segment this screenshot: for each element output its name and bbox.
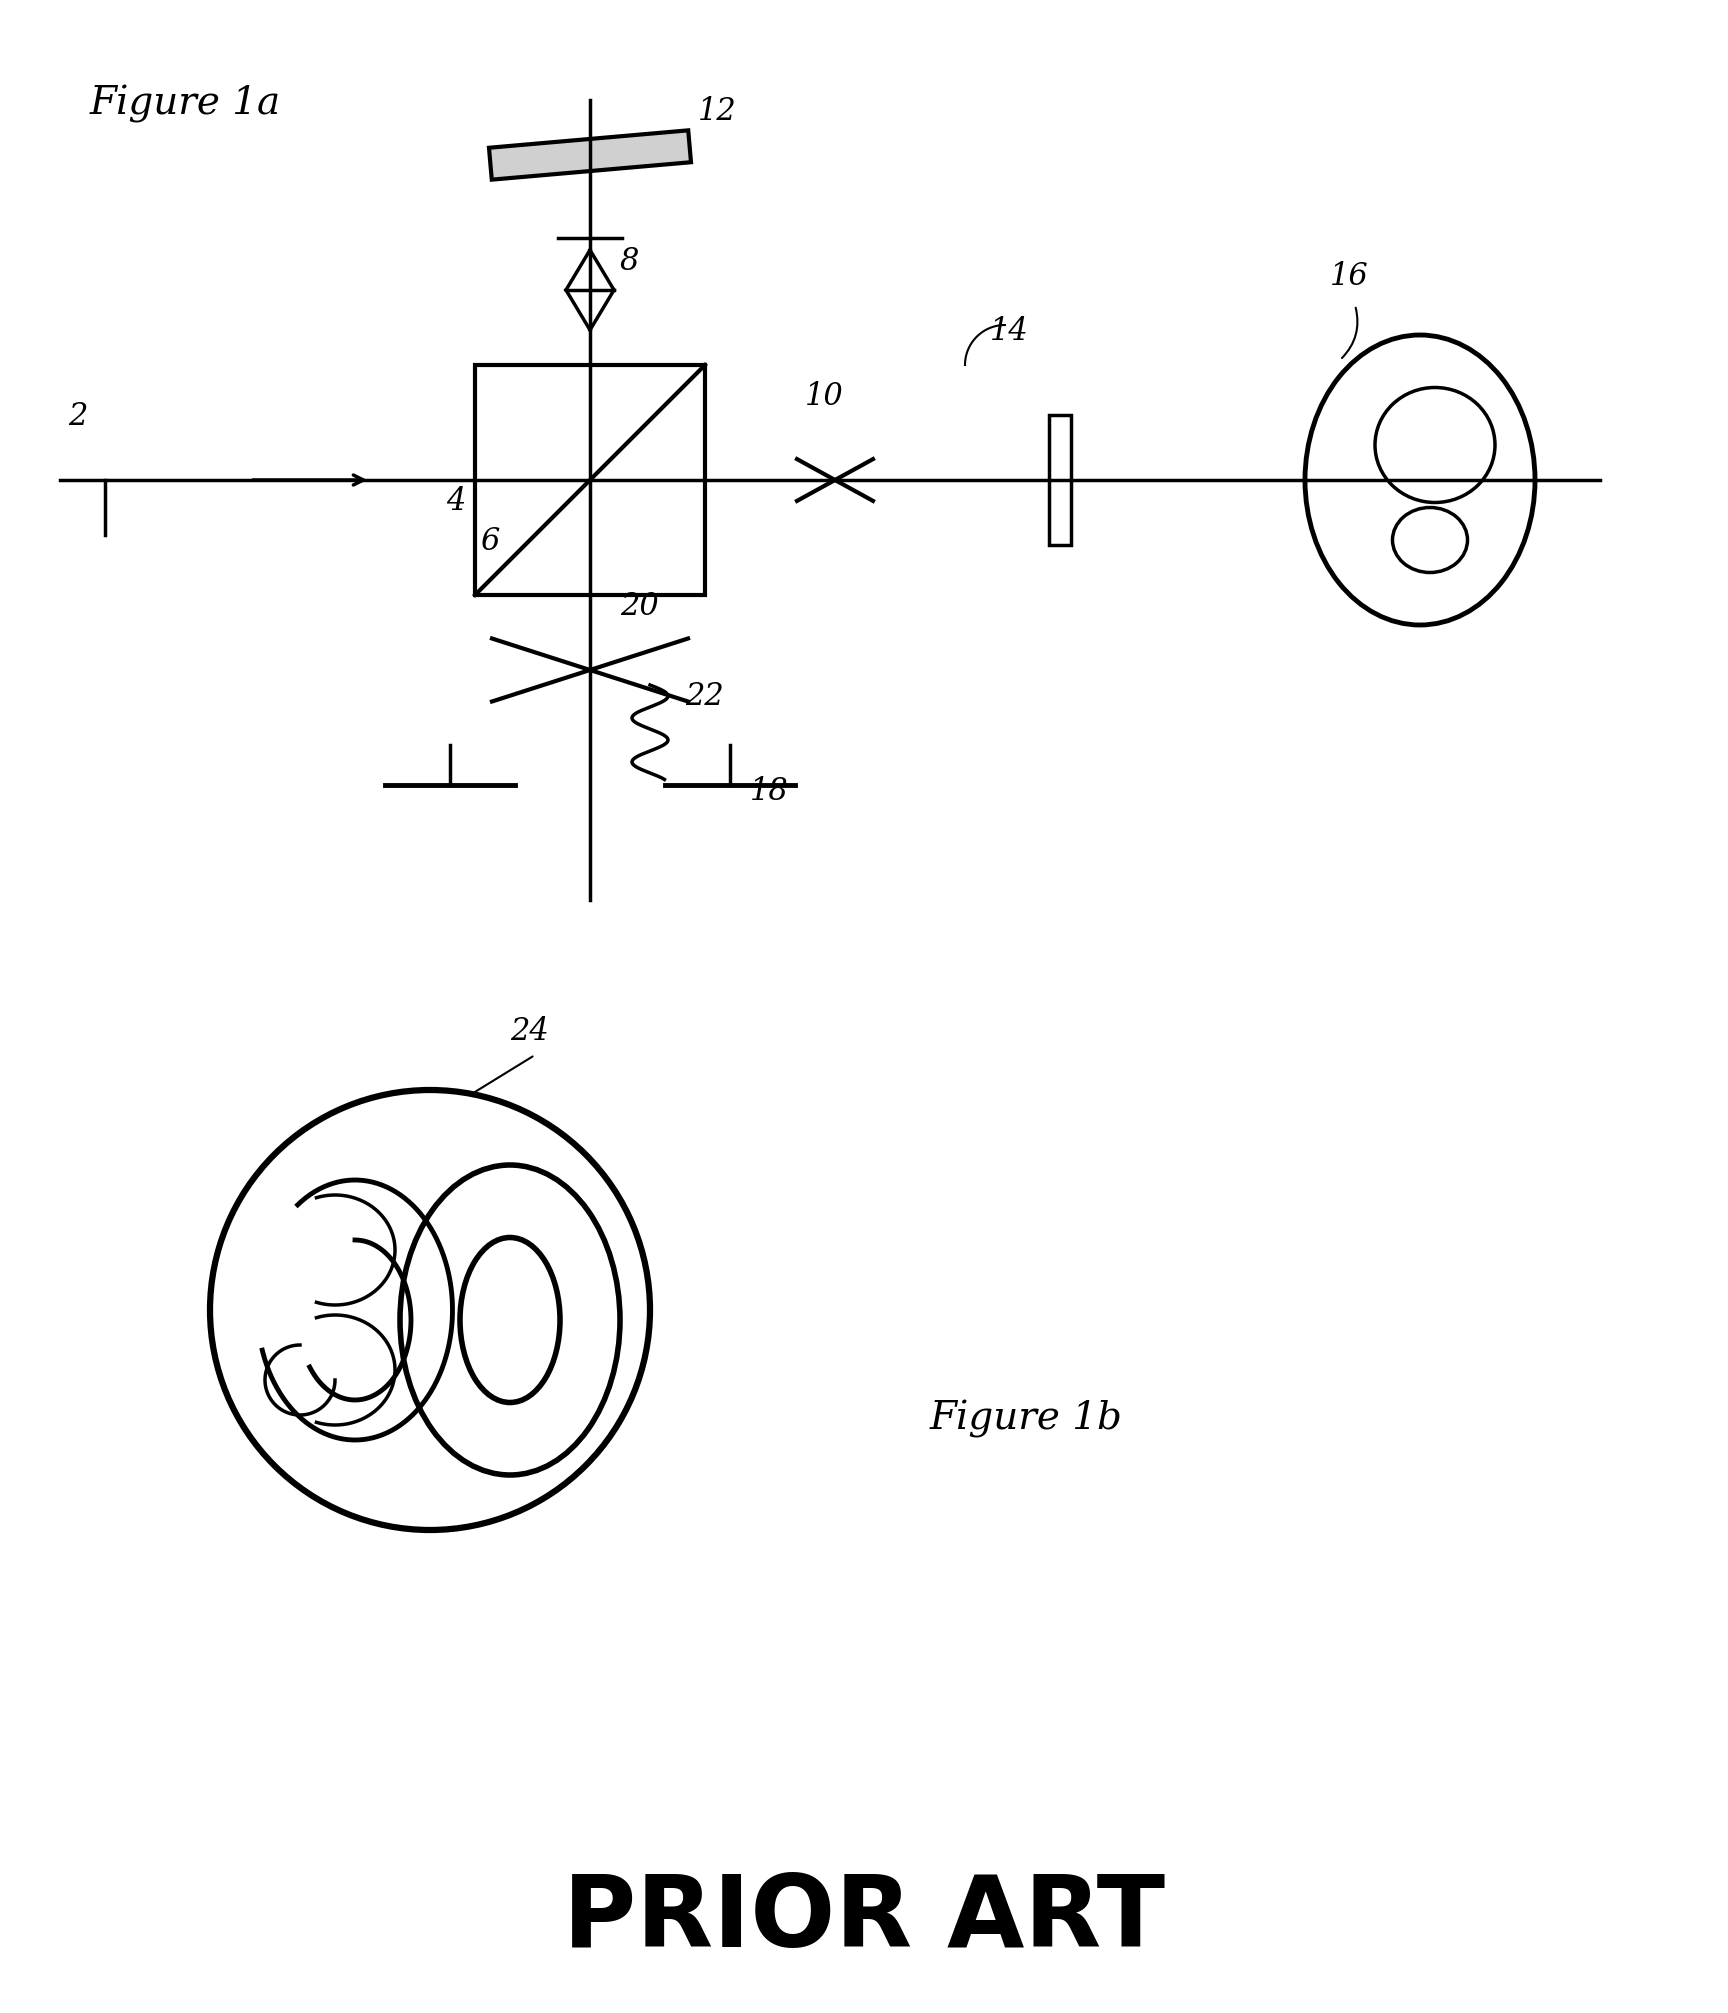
- Text: Figure 1a: Figure 1a: [90, 85, 282, 123]
- Text: PRIOR ART: PRIOR ART: [563, 1872, 1165, 1969]
- Text: 22: 22: [684, 680, 724, 713]
- Text: 2: 2: [67, 401, 88, 433]
- Text: 6: 6: [480, 525, 499, 558]
- Text: 10: 10: [805, 380, 843, 413]
- Polygon shape: [489, 131, 691, 179]
- Text: 24: 24: [510, 1017, 550, 1047]
- Bar: [475, 364, 705, 596]
- Text: 14: 14: [990, 316, 1028, 346]
- Text: Figure 1b: Figure 1b: [930, 1401, 1123, 1439]
- Text: 12: 12: [698, 97, 736, 127]
- Text: 16: 16: [1331, 262, 1369, 292]
- Text: 20: 20: [620, 592, 658, 622]
- Text: 4: 4: [446, 485, 465, 517]
- Text: 8: 8: [620, 246, 639, 278]
- Text: 18: 18: [750, 775, 788, 807]
- Bar: [1049, 415, 1071, 546]
